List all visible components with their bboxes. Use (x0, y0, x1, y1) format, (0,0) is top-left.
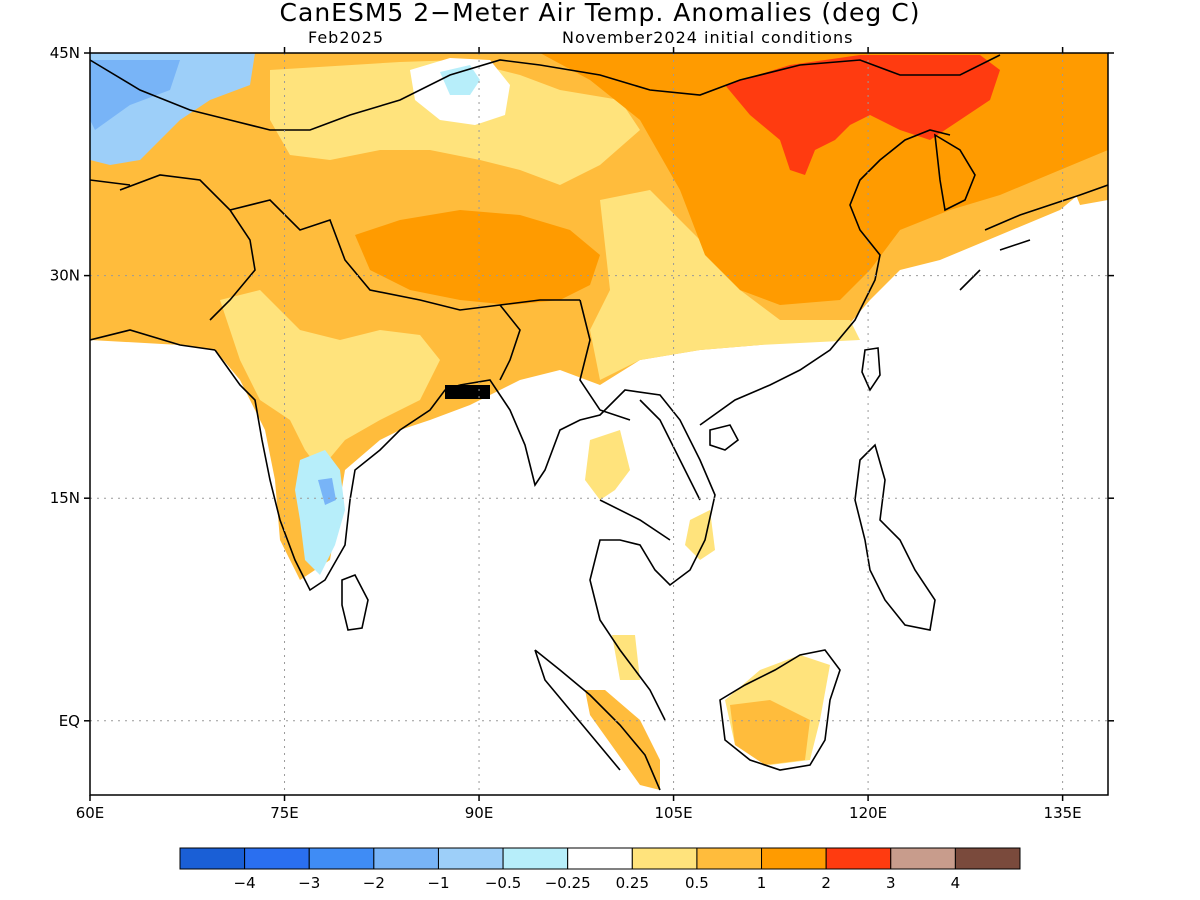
colorbar-label: −0.5 (485, 874, 521, 892)
anomaly-region-indochina (585, 430, 630, 500)
colorbar-label: 0.5 (685, 874, 709, 892)
colorbar-label: −4 (234, 874, 256, 892)
colorbar-swatch (761, 847, 827, 870)
sumatra-coastline (534, 649, 661, 791)
anomaly-region-sumatra (585, 690, 660, 790)
colorbar-swatch (631, 847, 698, 870)
colorbar-swatch (437, 847, 504, 870)
initial-conditions: November2024 initial conditions (562, 28, 854, 47)
anomaly-fields (90, 53, 1108, 795)
anomaly-region-japan (1070, 160, 1108, 205)
plot-frame (89, 52, 1109, 796)
longitude-ticks: 60E 75E 90E 105E 120E 135E (76, 47, 1082, 822)
colorbar-label: 2 (821, 874, 831, 892)
bangladesh-delta (445, 385, 490, 399)
lat-tick-label: EQ (59, 712, 80, 730)
lon-tick-label: 135E (1044, 804, 1082, 822)
borders-west (90, 174, 580, 351)
indochina-coastline (459, 379, 716, 721)
anomaly-region-025-05 (270, 60, 640, 185)
anomaly-region-025-05-india (220, 290, 440, 470)
lon-tick-label: 120E (849, 804, 887, 822)
borders-seasia (499, 299, 701, 541)
anomaly-region-vietnam (685, 510, 715, 560)
latitude-ticks: 45N 30N 15N EQ (50, 44, 1114, 730)
colorbar-label: 0.25 (616, 874, 649, 892)
coastlines (90, 54, 1108, 791)
lat-tick-label: 30N (50, 267, 80, 285)
anomaly-region-1-2-tibet (355, 210, 600, 305)
colorbar-swatch (890, 847, 956, 870)
colorbar-swatch (502, 847, 569, 870)
borneo-coastline (719, 649, 841, 771)
colorbar-label: 4 (951, 874, 961, 892)
colorbar-label: 1 (757, 874, 767, 892)
anomaly-region-tropics-neutral (90, 230, 1108, 795)
colorbar-swatch (954, 847, 1021, 870)
srilanka-coastline (341, 573, 369, 631)
hainan-coastline (709, 424, 740, 451)
japan-coastline (959, 184, 1108, 291)
colorbar-swatch (825, 847, 892, 870)
colorbar-label: −2 (363, 874, 385, 892)
chart-title: CanESM5 2−Meter Air Temp. Anomalies (deg… (279, 0, 921, 27)
colorbar: −4 −3 −2 −1 −0.5 −0.25 0.25 0.5 1 2 3 4 (179, 847, 1021, 892)
borders-north (90, 54, 1001, 131)
colorbar-swatch (308, 847, 375, 870)
china-coastline (699, 129, 951, 426)
colorbar-label: −1 (427, 874, 449, 892)
anomaly-region-borneo-warm (730, 700, 810, 765)
colorbar-swatch (244, 847, 310, 870)
colorbar-swatch (179, 847, 246, 870)
gridlines (90, 53, 1108, 795)
anomaly-region-negative-west-deep (90, 60, 180, 130)
india-coastline (214, 349, 461, 592)
taiwan-coastline (861, 347, 881, 392)
colorbar-swatch (373, 847, 439, 870)
lon-tick-label: 75E (270, 804, 299, 822)
lon-tick-label: 90E (465, 804, 494, 822)
colorbar-label: −3 (298, 874, 320, 892)
anomaly-region-2-3 (725, 55, 1000, 175)
anomaly-region-025-05-south (590, 190, 860, 380)
forecast-month: Feb2025 (308, 28, 385, 47)
colorbar-swatch (696, 847, 763, 870)
korea-coastline (934, 133, 976, 212)
colorbar-label: 3 (886, 874, 896, 892)
lon-tick-label: 60E (76, 804, 105, 822)
lat-tick-label: 15N (50, 489, 80, 507)
anomaly-region-tarim-cool (440, 65, 480, 95)
philippines-coastline (854, 443, 936, 631)
lat-tick-label: 45N (50, 44, 80, 62)
anomaly-region-india-cooler (318, 478, 336, 505)
lon-tick-label: 105E (655, 804, 693, 822)
colorbar-label: −0.25 (545, 874, 591, 892)
colorbar-swatch (567, 847, 633, 870)
